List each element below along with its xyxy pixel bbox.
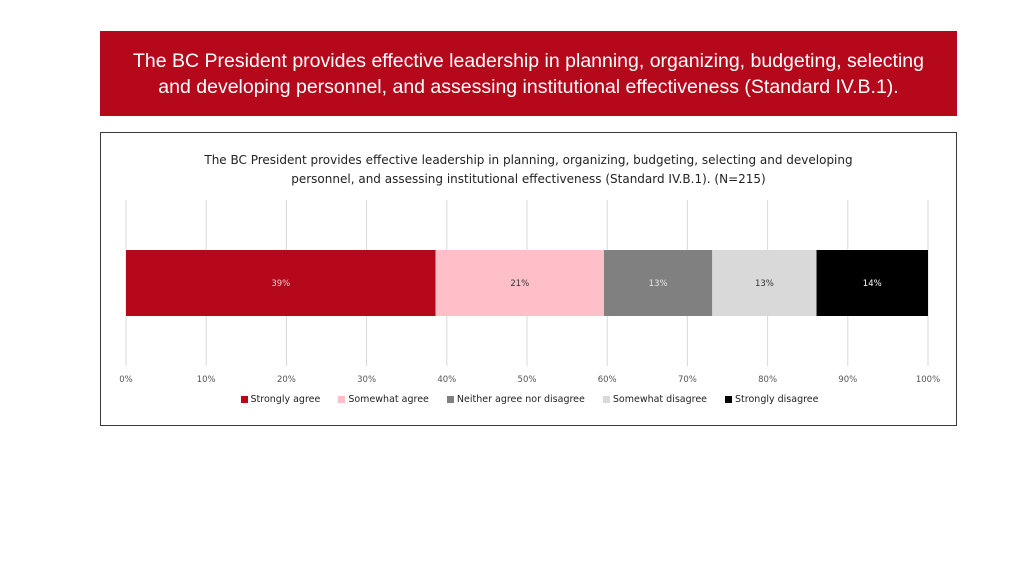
x-tick-label: 50%	[518, 375, 537, 385]
legend-swatch	[338, 396, 346, 403]
chart-title: The BC President provides effective lead…	[204, 153, 853, 186]
legend-item: Neither agree nor disagree	[446, 394, 585, 405]
data-label: 13%	[649, 279, 668, 289]
x-tick-label: 0%	[119, 375, 133, 385]
data-label: 21%	[510, 279, 529, 289]
legend-swatch	[602, 396, 610, 403]
x-tick-label: 30%	[357, 375, 376, 385]
chart-container: The BC President provides effective lead…	[100, 132, 957, 426]
x-tick-label: 40%	[437, 375, 456, 385]
bar-segment	[712, 250, 817, 316]
legend-label: Somewhat disagree	[612, 394, 708, 405]
legend-swatch	[240, 396, 248, 403]
slide-title: The BC President provides effective lead…	[133, 49, 924, 98]
chart-legend: Strongly agree Somewhat agree Neither agre…	[101, 394, 958, 405]
legend-label: Strongly disagree	[735, 394, 819, 405]
data-label: 13%	[755, 279, 774, 289]
legend-label: Neither agree nor disagree	[456, 394, 585, 405]
bar-segment	[816, 250, 928, 316]
x-tick-label: 20%	[277, 375, 296, 385]
x-tick-label: 80%	[758, 375, 777, 385]
legend-item: Strongly agree	[240, 394, 321, 405]
data-label: 39%	[271, 279, 290, 289]
legend-swatch	[446, 396, 454, 403]
legend-item: Somewhat agree	[338, 394, 429, 405]
legend-item: Strongly disagree	[725, 394, 819, 405]
x-tick-label: 90%	[838, 375, 857, 385]
legend-label: Strongly agree	[250, 394, 321, 405]
legend-label: Somewhat agree	[348, 394, 429, 405]
bar-segment	[603, 250, 713, 316]
x-tick-label: 60%	[598, 375, 617, 385]
x-tick-label: 10%	[197, 375, 216, 385]
bar-segment	[126, 250, 436, 316]
legend-item: Somewhat disagree	[602, 394, 708, 405]
legend-swatch	[725, 396, 733, 403]
x-tick-label: 100%	[916, 375, 940, 385]
stacked-bar-chart: 0% 10% 20% 30% 40% 50% 60% 70% 80% 90% 100% 39% 21% 1…	[119, 200, 940, 385]
slide-title-banner: The BC President provides effective lead…	[100, 31, 957, 116]
bar-segment	[435, 250, 604, 316]
data-label: 14%	[863, 279, 882, 289]
x-tick-label: 70%	[678, 375, 697, 385]
